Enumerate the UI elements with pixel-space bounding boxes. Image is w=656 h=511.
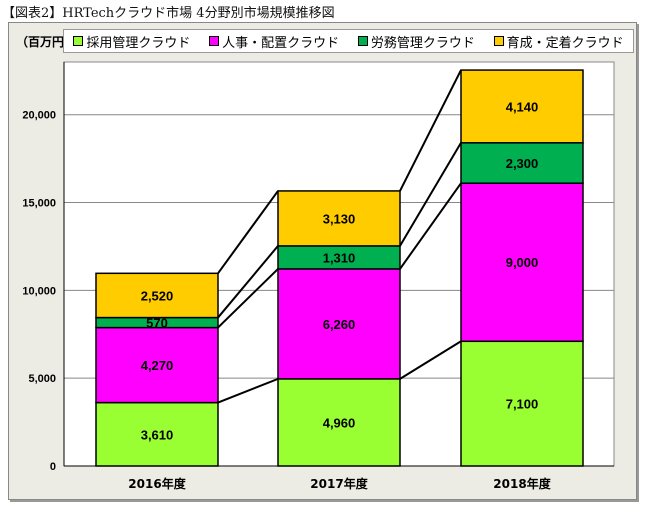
y-tick-label: 5,000: [28, 373, 56, 385]
data-label: 6,260: [323, 317, 356, 332]
bar-segment: [277, 190, 401, 247]
x-tick-label: 2017年度: [310, 476, 368, 491]
data-label: 9,000: [506, 255, 539, 270]
chart-title: 【図表2】HRTechクラウド市場 4分野別市場規模推移図: [2, 6, 335, 21]
data-label: 1,310: [323, 250, 356, 265]
bar-segment: [460, 182, 584, 343]
legend-label: 採用管理クラウド: [86, 35, 191, 51]
series-connector-line: [399, 340, 462, 380]
legend-swatch: [493, 36, 504, 46]
data-label: 2,520: [141, 288, 174, 303]
legend-item: 育成・定着クラウド: [493, 32, 624, 51]
data-label: 4,270: [141, 358, 174, 373]
legend-item: 労務管理クラウド: [357, 32, 475, 51]
legend-swatch: [209, 36, 220, 46]
legend: 採用管理クラウド 人事・配置クラウド 労務管理クラウド 育成・定着クラウド: [63, 29, 634, 53]
y-tick-label: 20,000: [22, 110, 56, 122]
bar-segment: [277, 378, 401, 467]
data-label: 570: [146, 316, 168, 331]
data-label: 3,610: [141, 427, 174, 442]
y-tick-label: 10,000: [22, 285, 56, 297]
series-connector-line: [217, 377, 279, 404]
data-label: 2,300: [506, 156, 539, 171]
series-connector-line: [217, 190, 279, 274]
series-connector-line: [217, 268, 279, 329]
bar-segment: [460, 69, 584, 144]
bar-segment: [460, 142, 584, 184]
legend-swatch: [357, 36, 368, 46]
data-label: 3,130: [323, 211, 356, 226]
y-tick-label: 0: [50, 461, 56, 473]
bar-segment: [95, 272, 219, 319]
legend-label: 労務管理クラウド: [370, 35, 475, 51]
legend-swatch: [73, 36, 84, 46]
legend-item: 人事・配置クラウド: [209, 32, 339, 51]
x-tick-label: 2018年度: [493, 476, 551, 491]
series-connector-line: [217, 245, 279, 319]
series-connector-line: [399, 182, 462, 270]
data-label: 7,100: [506, 397, 539, 412]
bar-segment: [95, 401, 219, 467]
series-connector-line: [399, 69, 462, 192]
data-label: 4,960: [323, 415, 356, 430]
y-axis-unit: （百万円）: [16, 35, 77, 49]
y-tick-label: 15,000: [22, 198, 56, 210]
bar-segment: [95, 326, 219, 404]
legend-label: 育成・定着クラウド: [506, 35, 624, 51]
legend-item: 採用管理クラウド: [73, 32, 190, 51]
legend-label: 人事・配置クラウド: [222, 35, 340, 51]
series-connector-line: [399, 142, 462, 247]
bar-segment: [460, 340, 584, 467]
x-tick-label: 2016年度: [128, 476, 186, 491]
data-label: 4,140: [506, 99, 539, 114]
